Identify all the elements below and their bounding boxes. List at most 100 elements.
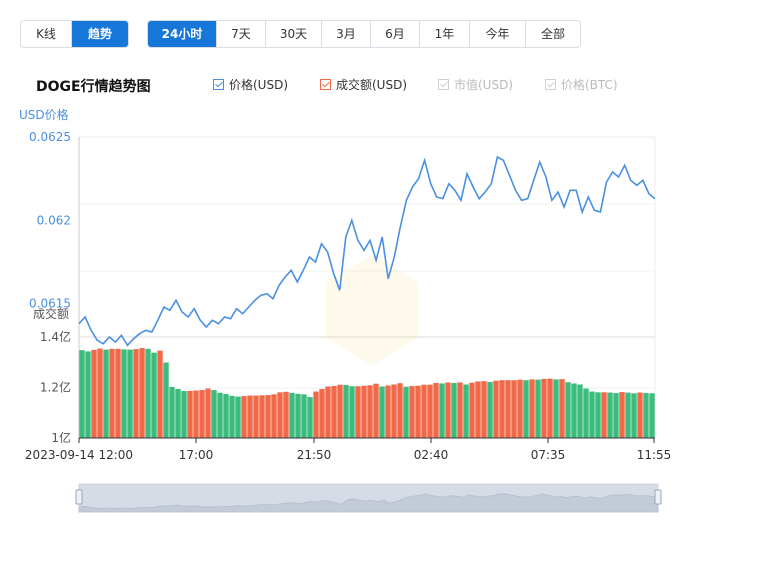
volume-bar (115, 348, 121, 438)
legend-item-3[interactable]: 价格(BTC) (545, 76, 618, 93)
volume-bar (145, 348, 151, 438)
volume-bar (193, 390, 199, 438)
volume-bar (109, 348, 115, 438)
volume-bar (487, 381, 493, 438)
volume-bar (133, 349, 139, 438)
volume-bar (613, 393, 619, 438)
x-tick-label: 17:00 (179, 448, 214, 462)
volume-bar (433, 382, 439, 438)
legend-item-2[interactable]: 市值(USD) (438, 76, 513, 93)
volume-bar (85, 351, 91, 438)
volume-bar (469, 382, 475, 438)
volume-bar (277, 392, 283, 438)
time-range-toggle: 24小时 7天 30天 3月 6月 1年 今年 全部 (147, 20, 581, 48)
volume-bar (127, 349, 133, 438)
volume-bar (451, 382, 457, 438)
tab-range-1[interactable]: 7天 (217, 21, 266, 47)
legend-label: 成交额(USD) (336, 78, 408, 92)
volume-bar (235, 396, 241, 438)
legend-label: 市值(USD) (454, 78, 514, 92)
volume-bar (313, 391, 319, 438)
volume-bar (121, 349, 127, 438)
volume-bar (259, 395, 265, 438)
volume-bar (631, 393, 637, 438)
volume-bar (169, 386, 175, 438)
price-tick-label: 0.062 (37, 213, 71, 227)
volume-bar (355, 386, 361, 438)
volume-bar (415, 385, 421, 438)
chart-title: DOGE行情趋势图 (36, 79, 151, 95)
tab-range-2[interactable]: 30天 (266, 21, 322, 47)
legend-label: 价格(BTC) (561, 78, 618, 92)
price-line (78, 155, 656, 347)
volume-tick-label: 1亿 (51, 430, 71, 445)
volume-bar (199, 390, 205, 438)
volume-bar (643, 393, 649, 438)
volume-bar (619, 392, 625, 438)
tab-type-0[interactable]: K线 (21, 21, 72, 47)
volume-bar (397, 383, 403, 438)
volume-bar (217, 392, 223, 438)
volume-bar (565, 382, 571, 438)
volume-bar (157, 350, 163, 438)
x-tick-label: 07:35 (531, 448, 566, 462)
tab-type-1[interactable]: 趋势 (72, 21, 128, 47)
x-tick-label: 2023-09-14 12:00 (25, 448, 133, 462)
checkbox-icon[interactable] (320, 79, 331, 90)
checkbox-icon[interactable] (545, 79, 556, 90)
checkbox-icon[interactable] (213, 79, 224, 90)
volume-bar (445, 382, 451, 438)
volume-bar (571, 383, 577, 438)
volume-bar (505, 380, 511, 438)
legend-item-0[interactable]: 价格(USD) (213, 76, 288, 93)
volume-bar (331, 385, 337, 438)
volume-bar (289, 392, 295, 438)
tab-range-5[interactable]: 1年 (420, 21, 470, 47)
volume-bar (79, 350, 85, 438)
volume-bar (337, 384, 343, 438)
volume-bar (403, 386, 409, 438)
volume-axis-title: 成交额 (33, 306, 69, 321)
volume-bar (535, 379, 541, 438)
range-handle-left[interactable] (75, 489, 83, 505)
legend-label: 价格(USD) (229, 78, 289, 92)
volume-bar (385, 385, 391, 438)
volume-bar (349, 386, 355, 438)
x-tick-label: 21:50 (297, 448, 332, 462)
volume-bar (301, 394, 307, 438)
volume-bar (481, 381, 487, 438)
volume-bar (223, 394, 229, 438)
volume-bar (511, 380, 517, 438)
volume-bar (187, 390, 193, 438)
volume-bar (271, 394, 277, 438)
tab-range-0[interactable]: 24小时 (148, 21, 217, 47)
volume-bar (343, 384, 349, 438)
tab-range-7[interactable]: 全部 (540, 27, 565, 41)
volume-bar (205, 388, 211, 438)
volume-bar (529, 379, 535, 438)
volume-bar (283, 391, 289, 438)
tab-range-3[interactable]: 3月 (322, 21, 371, 47)
volume-bar (607, 392, 613, 438)
volume-bar (319, 389, 325, 438)
x-tick-label: 11:55 (637, 448, 672, 462)
volume-bar (595, 392, 601, 438)
volume-bar (583, 388, 589, 438)
volume-bar (649, 393, 655, 438)
volume-bar (373, 383, 379, 438)
legend-item-1[interactable]: 成交额(USD) (320, 76, 407, 93)
checkbox-icon[interactable] (438, 79, 449, 90)
tab-range-4[interactable]: 6月 (371, 21, 420, 47)
range-slider-preview (78, 493, 659, 513)
range-handle-right[interactable] (654, 489, 662, 505)
volume-bar (91, 349, 97, 438)
volume-bar (163, 362, 169, 438)
volume-bar (265, 395, 271, 438)
tab-range-6[interactable]: 今年 (470, 21, 526, 47)
volume-bar (553, 379, 559, 438)
volume-bar (361, 385, 367, 438)
volume-bar (499, 380, 505, 438)
volume-bar (229, 395, 235, 438)
volume-bar (247, 395, 253, 438)
